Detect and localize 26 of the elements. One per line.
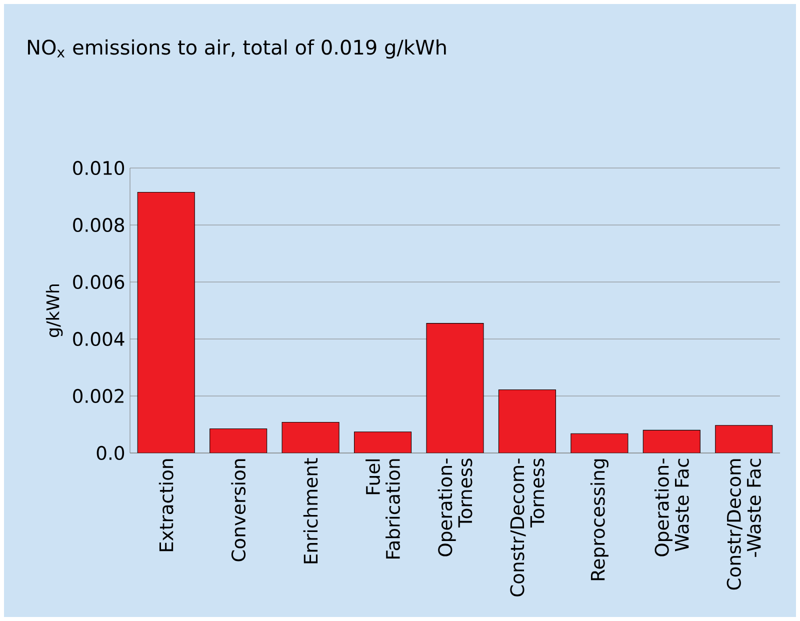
x-tick-label: Conversion — [231, 459, 246, 562]
bar — [642, 430, 700, 453]
y-tick-label: 0.006 — [73, 274, 124, 290]
y-axis-title: g/kWh — [46, 284, 63, 338]
x-tick-label: Constr/Decom -Waste Fac — [726, 458, 761, 590]
y-tick-label: 0.0 — [96, 446, 124, 460]
bar — [137, 192, 195, 453]
bar — [426, 323, 484, 453]
x-tick-label: Extraction — [158, 459, 174, 552]
bar — [715, 425, 773, 453]
x-tick-label: Operation-Waste Fac — [654, 458, 689, 556]
y-tick-label: 0.008 — [73, 218, 124, 232]
x-tick-label: Constr/Decom-Torness — [510, 458, 544, 596]
x-tick-label: Reprocessing — [590, 459, 608, 580]
chart-title: NO$_{x}$ emissions to air, total of 0.019 g/kWh — [28, 39, 446, 59]
bar — [570, 433, 628, 453]
y-tick-label: 0.004 — [73, 332, 124, 346]
x-tick-label: Fuel Fabrication — [366, 459, 400, 558]
x-tick-label: Enrichment — [303, 458, 318, 564]
y-tick-label: 0.002 — [73, 388, 124, 404]
y-tick-label: 0.010 — [73, 160, 124, 176]
bar — [210, 428, 268, 453]
bar — [498, 389, 556, 453]
bar — [282, 422, 340, 453]
bar — [354, 432, 412, 453]
x-tick-label: Operation-Torness — [438, 458, 472, 556]
